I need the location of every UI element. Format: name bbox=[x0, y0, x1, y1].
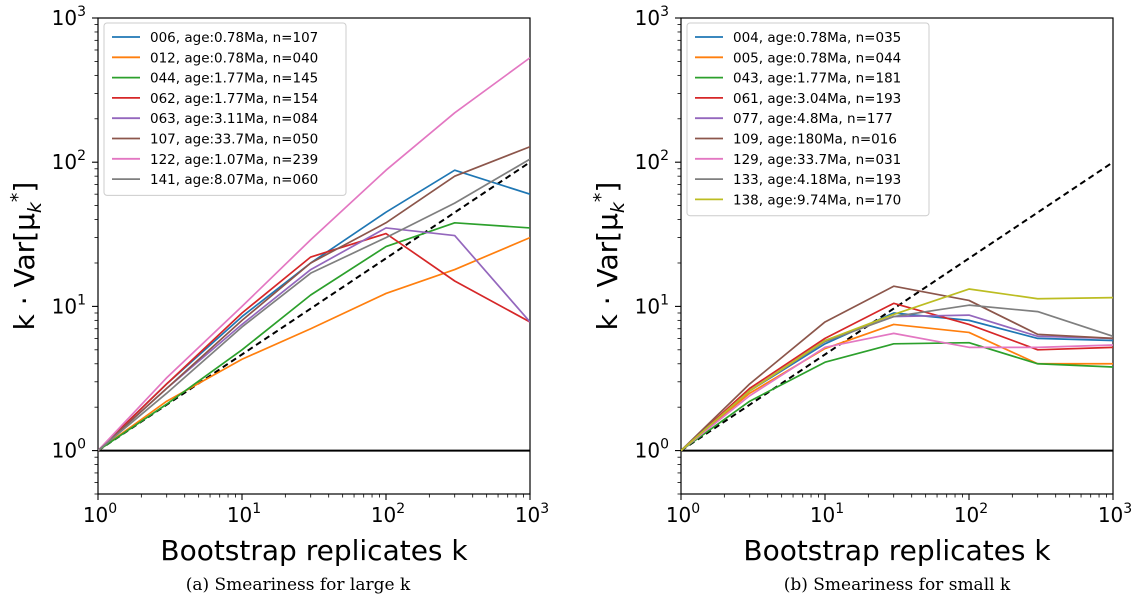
panel-caption: (a) Smeariness for large k bbox=[186, 575, 411, 595]
y-tick-label: 100 bbox=[52, 437, 86, 463]
x-tick-label: 100 bbox=[83, 501, 117, 527]
series-group bbox=[98, 57, 530, 452]
y-axis-label: k · Var[μk*] bbox=[590, 182, 629, 331]
series-line-3 bbox=[98, 232, 530, 452]
series-line-5 bbox=[681, 285, 1113, 452]
x-axis-label: Bootstrap replicates k bbox=[743, 534, 1051, 567]
legend-label: 005, age:0.78Ma, n=044 bbox=[733, 50, 901, 66]
x-tick-label: 101 bbox=[810, 501, 844, 527]
series-line-7 bbox=[98, 158, 530, 452]
reference-line-y-equals-k bbox=[98, 161, 530, 452]
legend-label: 062, age:1.77Ma, n=154 bbox=[150, 91, 318, 107]
legend-label: 043, age:1.77Ma, n=181 bbox=[733, 71, 901, 87]
x-tick-label: 100 bbox=[666, 501, 700, 527]
legend-box bbox=[686, 22, 930, 217]
y-tick-label: 100 bbox=[635, 437, 669, 463]
series-line-2 bbox=[681, 341, 1113, 452]
y-tick-label: 101 bbox=[52, 292, 86, 318]
legend-label: 141, age:8.07Ma, n=060 bbox=[150, 172, 318, 188]
series-line-6 bbox=[681, 332, 1113, 452]
chart-panel-a: 100 101 102 103 100 101 102 103 006, age:0.78Ma,… bbox=[7, 4, 549, 595]
x-tick-label: 101 bbox=[227, 501, 261, 527]
legend-label: 063, age:3.11Ma, n=084 bbox=[150, 111, 318, 127]
series-line-2 bbox=[98, 221, 530, 452]
y-tick-label: 102 bbox=[635, 148, 669, 174]
x-axis-label: Bootstrap replicates k bbox=[160, 534, 468, 567]
legend-label: 061, age:3.04Ma, n=193 bbox=[733, 91, 901, 107]
legend-label: 006, age:0.78Ma, n=107 bbox=[150, 30, 318, 46]
legend-label: 012, age:0.78Ma, n=040 bbox=[150, 50, 318, 66]
series-line-1 bbox=[98, 236, 530, 452]
series-group bbox=[681, 161, 1113, 452]
chart-panel-b: 100 101 102 103 100 101 102 103 004, age:0.78Ma,… bbox=[590, 4, 1132, 595]
legend-label: 129, age:33.7Ma, n=031 bbox=[733, 152, 901, 168]
legend-label: 004, age:0.78Ma, n=035 bbox=[733, 30, 901, 46]
legend-label: 138, age:9.74Ma, n=170 bbox=[733, 192, 901, 208]
x-tick-label: 103 bbox=[515, 501, 549, 527]
y-tick-label: 103 bbox=[635, 4, 669, 30]
x-tick-label: 103 bbox=[1098, 501, 1132, 527]
x-tick-label: 102 bbox=[954, 501, 988, 527]
legend-label: 107, age:33.7Ma, n=050 bbox=[150, 132, 318, 148]
legend-label: 044, age:1.77Ma, n=145 bbox=[150, 71, 318, 87]
legend-label: 109, age:180Ma, n=016 bbox=[733, 132, 897, 148]
series-line-5 bbox=[98, 145, 530, 452]
series-line-8 bbox=[681, 288, 1113, 452]
series-line-6 bbox=[98, 57, 530, 452]
y-tick-label: 102 bbox=[52, 148, 86, 174]
y-tick-label: 101 bbox=[635, 292, 669, 318]
legend: 004, age:0.78Ma, n=035 005, age:0.78Ma, n… bbox=[686, 22, 930, 217]
y-tick-label: 103 bbox=[52, 4, 86, 30]
legend-label: 122, age:1.07Ma, n=239 bbox=[150, 152, 318, 168]
legend: 006, age:0.78Ma, n=107 012, age:0.78Ma, n… bbox=[103, 22, 347, 196]
x-tick-label: 102 bbox=[371, 501, 405, 527]
reference-line-y-equals-k bbox=[681, 161, 1113, 452]
legend-box bbox=[103, 22, 347, 196]
series-line-3 bbox=[681, 302, 1113, 452]
y-axis-label: k · Var[μk*] bbox=[7, 182, 46, 331]
legend-label: 077, age:4.8Ma, n=177 bbox=[733, 111, 893, 127]
panel-caption: (b) Smeariness for small k bbox=[784, 575, 1011, 595]
legend-label: 133, age:4.18Ma, n=193 bbox=[733, 172, 901, 188]
